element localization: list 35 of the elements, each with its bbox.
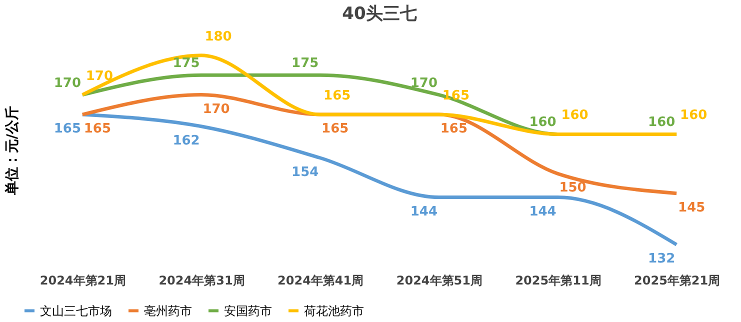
data-label: 160 — [648, 115, 676, 130]
data-label: 170 — [410, 76, 438, 91]
data-label: 175 — [292, 56, 319, 72]
data-label: 175 — [172, 56, 200, 72]
data-label: 162 — [172, 133, 200, 148]
x-tick-label: 2024年第51周 — [396, 274, 482, 288]
data-label: 170 — [86, 68, 113, 84]
data-label: 150 — [559, 180, 586, 196]
x-tick-label: 2024年第21周 — [40, 274, 126, 288]
data-label: 160 — [680, 108, 708, 124]
y-axis-title: 单位：元/公斤 — [4, 106, 20, 196]
legend-label: 文山三七市场 — [40, 304, 112, 318]
data-label: 145 — [678, 200, 706, 216]
legend-label: 荷花池药市 — [304, 304, 364, 318]
legend-label: 安国药市 — [224, 304, 272, 318]
data-label: 165 — [84, 122, 111, 137]
data-label: 165 — [54, 122, 81, 137]
data-label: 160 — [561, 108, 588, 124]
legend-label: 亳州药市 — [144, 304, 192, 318]
data-label: 180 — [204, 29, 232, 44]
x-tick-label: 2025年第21周 — [634, 274, 720, 288]
data-label: 144 — [410, 204, 438, 220]
chart-title: 40头三七 — [342, 4, 417, 24]
data-label: 170 — [202, 102, 230, 117]
x-tick-label: 2024年第31周 — [158, 274, 245, 288]
data-label: 132 — [648, 252, 676, 267]
data-label: 165 — [440, 122, 468, 137]
data-label: 144 — [529, 204, 556, 220]
data-label: 165 — [322, 122, 349, 137]
data-label: 160 — [529, 115, 556, 130]
x-tick-label: 2024年第41周 — [278, 274, 364, 288]
data-label: 170 — [54, 76, 81, 91]
data-label: 165 — [324, 88, 351, 104]
x-tick-label: 2025年第11周 — [515, 274, 602, 288]
data-label: 154 — [292, 164, 319, 180]
